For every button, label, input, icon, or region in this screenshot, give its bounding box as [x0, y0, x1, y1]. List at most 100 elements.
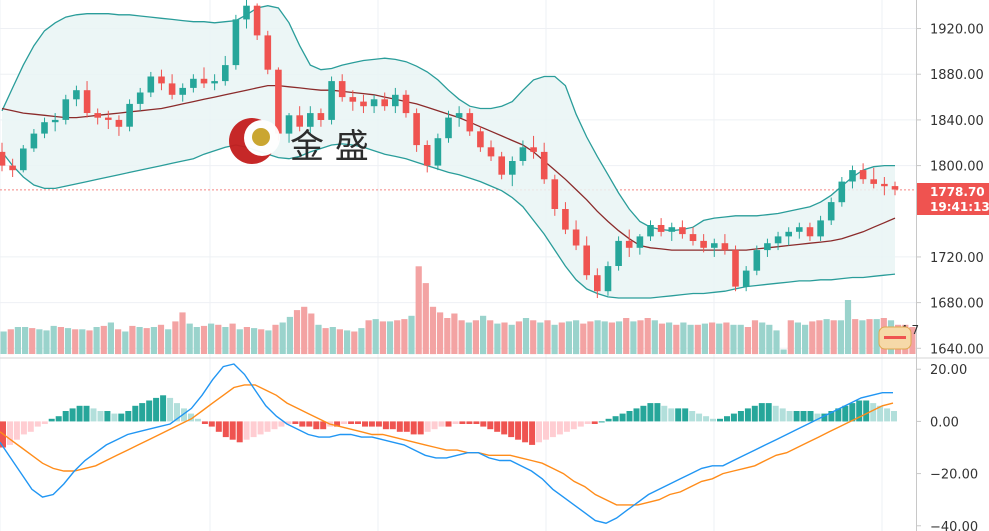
candle-body [136, 92, 144, 104]
macd-histogram-bar [7, 421, 13, 445]
macd-histogram-bar [306, 421, 313, 427]
macd-histogram-bar [188, 413, 194, 422]
macd-histogram-bar [877, 405, 884, 422]
macd-histogram-bar [299, 421, 306, 427]
volume-bar [394, 320, 401, 355]
price-tick-label: 1680.00 [930, 297, 984, 312]
candle-body [275, 69, 282, 134]
macd-histogram-bar [647, 403, 654, 422]
macd-histogram-bar [20, 421, 27, 435]
candle-body [349, 97, 357, 102]
candle-body [200, 78, 208, 84]
macd-histogram-bar [515, 421, 522, 440]
price-tick-label: 1800.00 [930, 160, 984, 175]
candle-body [530, 147, 537, 152]
candle-body [689, 234, 697, 241]
macd-histogram-bar [438, 421, 445, 427]
macd-histogram-bar [62, 411, 69, 422]
price-axis[interactable]: 1920.00 1880.00 1840.00 1800.00 1720.00 1680.… [916, 0, 984, 531]
volume-bar [472, 320, 479, 355]
volume-bar [215, 324, 222, 355]
candle-body [636, 236, 644, 248]
volume-bar [243, 327, 250, 354]
macd-histogram-bar [835, 408, 842, 422]
volume-bar [64, 328, 72, 354]
volume-bar [558, 322, 565, 354]
macd-histogram-bar [556, 421, 563, 435]
macd-histogram-bar [543, 421, 549, 440]
macd-histogram-bar [111, 413, 118, 422]
macd-histogram-bar [222, 421, 229, 438]
candle-body [253, 5, 261, 36]
macd-histogram-bar [654, 403, 661, 422]
volume-bar [36, 329, 43, 355]
macd-line [0, 363, 893, 524]
volume-bar [115, 329, 122, 355]
volume-bar [794, 322, 801, 354]
price-tick-label: 1720.00 [930, 251, 984, 266]
macd-histogram-bar [508, 421, 515, 438]
volume-bar [43, 330, 50, 354]
volume-bar [415, 266, 422, 355]
candle-body [423, 145, 431, 166]
candle-body [785, 231, 792, 237]
candle-body [859, 170, 867, 180]
volume-bar [136, 327, 143, 354]
volume-bar [86, 330, 93, 354]
volume-bar [22, 327, 29, 354]
macd-histogram-bar [522, 421, 529, 443]
volume-bar [487, 320, 494, 355]
macd-histogram-bar [730, 413, 737, 422]
volume-bar [165, 329, 172, 355]
volume-bar [29, 328, 36, 354]
macd-histogram-bar [856, 400, 863, 422]
candle-body [742, 270, 750, 287]
volume-bar [458, 320, 465, 355]
volume-bar [601, 321, 608, 354]
volume-bar [157, 324, 165, 355]
volume-tag: 4.7 [878, 323, 919, 350]
volume-bar [866, 319, 873, 354]
volume-bar [766, 324, 773, 355]
volume-bar [336, 329, 343, 355]
volume-bar [236, 329, 243, 355]
macd-histogram-bar [884, 408, 891, 422]
candle-body [477, 131, 484, 148]
macd-tick-label: −40.00 [930, 520, 978, 531]
macd-tick-label: 20.00 [930, 363, 967, 378]
candle-body [328, 81, 335, 120]
candle-body [73, 90, 80, 100]
macd-histogram-bar [570, 421, 577, 430]
volume-bar [837, 320, 844, 355]
candle-body [817, 220, 824, 237]
volume-bar [608, 322, 615, 354]
macd-histogram-bar [633, 408, 640, 422]
macd-histogram-bar [724, 416, 730, 422]
candle-body [62, 99, 70, 120]
macd-histogram-bar [445, 421, 452, 427]
candle-body [296, 115, 303, 127]
macd-histogram-bar [536, 421, 542, 443]
candle-body [360, 101, 367, 107]
candle-body [519, 147, 527, 161]
volume-bar [623, 318, 630, 354]
macd-histogram-bar [717, 418, 723, 422]
candle-body [338, 81, 346, 98]
macd-histogram-bar [215, 421, 222, 432]
macd-histogram-bar [69, 408, 76, 422]
volume-bar [823, 319, 830, 354]
logo-coin-icon [252, 128, 270, 146]
volume-bar [365, 320, 372, 355]
macd-histogram-bar [751, 405, 758, 422]
macd-histogram-bar [382, 421, 389, 430]
macd-histogram-bar [640, 405, 647, 422]
volume-bar [386, 321, 394, 354]
volume-bar [809, 321, 816, 354]
candle-body [41, 122, 48, 134]
price-tick-label: 1880.00 [930, 68, 984, 83]
candle-body [9, 165, 16, 171]
macd-histogram-bar [201, 421, 208, 424]
volume-bar [830, 320, 837, 355]
price-tick-label: 1920.00 [930, 23, 984, 38]
